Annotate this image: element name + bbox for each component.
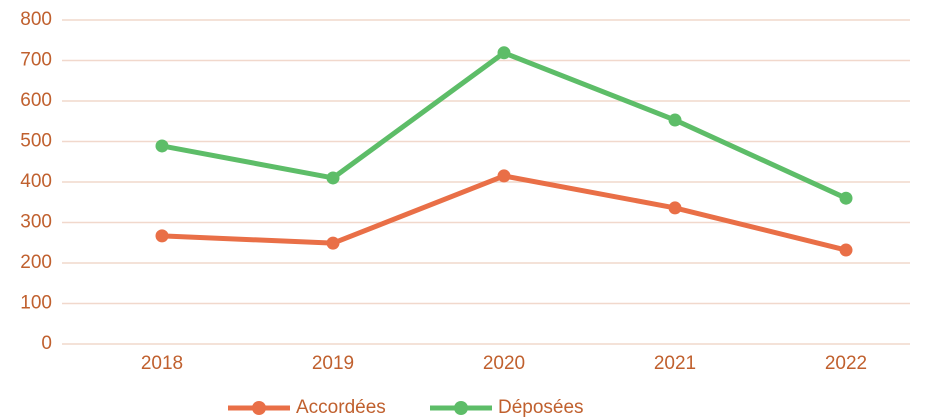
y-tick-label: 700 (20, 50, 52, 71)
data-point (326, 236, 340, 250)
x-tick-label: 2022 (825, 353, 867, 374)
data-point (668, 201, 682, 215)
y-tick-label: 300 (20, 212, 52, 233)
data-point (497, 46, 511, 60)
y-tick-label: 800 (20, 9, 52, 30)
data-point (155, 229, 169, 243)
data-point (155, 139, 169, 153)
y-tick-label: 0 (41, 333, 52, 354)
data-point (497, 169, 511, 183)
y-tick-label: 100 (20, 293, 52, 314)
x-tick-label: 2020 (483, 353, 525, 374)
y-tick-label: 200 (20, 252, 52, 273)
legend-label: Déposées (498, 397, 584, 418)
y-tick-label: 500 (20, 131, 52, 152)
series-line (161, 173, 847, 253)
legend-label: Accordées (296, 397, 386, 418)
x-tick-label: 2021 (654, 353, 696, 374)
y-tick-label: 600 (20, 90, 52, 111)
data-point (839, 243, 853, 257)
x-tick-label: 2019 (312, 353, 354, 374)
legend-marker (252, 401, 266, 415)
data-point (839, 191, 853, 205)
data-point (668, 113, 682, 127)
data-point (326, 171, 340, 185)
x-tick-label: 2018 (141, 353, 183, 374)
legend-marker (454, 401, 468, 415)
y-tick-label: 400 (20, 171, 52, 192)
